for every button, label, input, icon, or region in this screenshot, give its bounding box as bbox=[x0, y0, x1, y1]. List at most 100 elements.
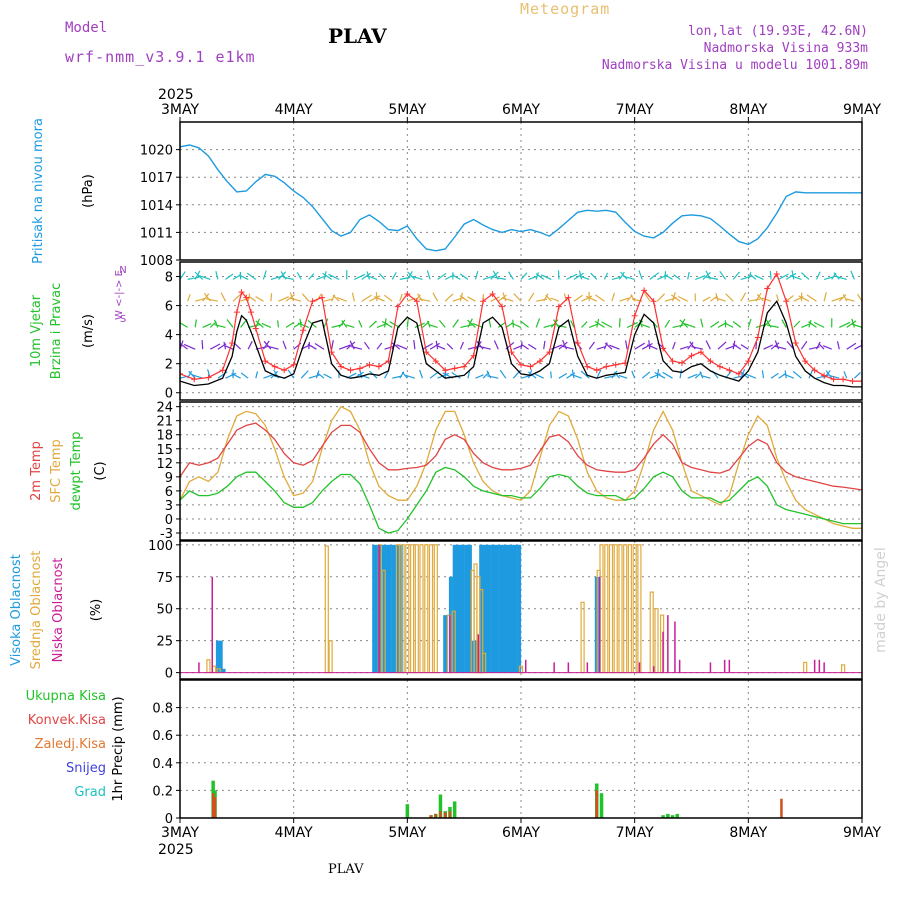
cloud-unit: (%) bbox=[89, 599, 104, 622]
x-tick-label-bottom: 3MAY bbox=[161, 825, 199, 841]
cloud-ylabel-low: Niska Oblacnost bbox=[51, 558, 66, 663]
wind-arrow bbox=[262, 270, 267, 280]
temp-panel-frame bbox=[179, 401, 863, 541]
high-cloud-bar bbox=[218, 640, 223, 673]
wind-arrow bbox=[793, 320, 801, 328]
wind-arrow bbox=[413, 339, 416, 350]
wind-arrow bbox=[191, 374, 203, 379]
precip-panel-frame bbox=[179, 679, 863, 819]
wind-arrow bbox=[270, 293, 273, 302]
wind-arrow bbox=[262, 340, 270, 350]
wind-arrow bbox=[656, 293, 666, 302]
wind-series bbox=[180, 270, 862, 388]
precip-total-bar bbox=[675, 813, 679, 818]
wind-arrow bbox=[467, 319, 476, 328]
model-label: Model bbox=[65, 20, 108, 36]
wind-arrow bbox=[715, 293, 719, 302]
wind-arrow bbox=[183, 343, 196, 350]
cloud-ylabel-high: Visoka Oblacnost bbox=[9, 554, 24, 666]
wind-arrow bbox=[646, 344, 658, 350]
ytick-label: 6 bbox=[165, 485, 173, 500]
wind-arrow bbox=[220, 292, 227, 302]
wind-arrow bbox=[853, 371, 861, 379]
wind-arrow bbox=[571, 369, 575, 379]
wind-arrow bbox=[573, 294, 583, 302]
wind-arrow bbox=[278, 271, 287, 280]
wind-arrow bbox=[535, 272, 539, 280]
pressure-line bbox=[180, 144, 862, 252]
wind-arrow bbox=[622, 275, 635, 280]
wind-arrow bbox=[180, 271, 186, 280]
wind-arrow bbox=[748, 298, 761, 302]
wind-arrow bbox=[620, 271, 628, 280]
precip-total-bar bbox=[661, 815, 665, 818]
wind-arrow bbox=[670, 294, 681, 302]
wind-arrow bbox=[410, 275, 423, 280]
wind-arrow bbox=[418, 298, 431, 302]
gust-marker bbox=[191, 376, 198, 383]
wind-arrow bbox=[452, 274, 461, 280]
wind-ylabel-1: 10m Vjetar bbox=[29, 294, 44, 367]
wind-arrow bbox=[541, 274, 552, 280]
low-cloud-bar bbox=[709, 662, 712, 673]
high-cloud-bar bbox=[452, 544, 457, 673]
low-cloud-bar bbox=[662, 631, 664, 673]
wind-arrow bbox=[246, 272, 257, 280]
wind-arrow bbox=[700, 318, 704, 328]
wind-arrow bbox=[429, 342, 440, 350]
wind-arrow bbox=[180, 322, 188, 328]
gust-marker bbox=[821, 372, 828, 379]
low-cloud-bar bbox=[477, 634, 480, 673]
wind-arrow bbox=[843, 371, 848, 379]
mid-cloud-bar bbox=[580, 601, 585, 674]
wind-arrow bbox=[683, 322, 696, 328]
ytick-label: 1008 bbox=[140, 254, 173, 269]
wind-arrow bbox=[452, 319, 459, 328]
wind-arrow bbox=[507, 271, 514, 280]
wind-arrow bbox=[502, 292, 507, 302]
wind-arrow bbox=[595, 294, 605, 302]
wind-arrow bbox=[829, 375, 840, 379]
wind-arrow bbox=[476, 340, 484, 350]
wind-arrow bbox=[278, 296, 290, 302]
sfc-temp-line bbox=[180, 405, 862, 529]
wind-arrow bbox=[214, 324, 226, 328]
wind-arrow bbox=[791, 270, 795, 280]
gust-marker bbox=[726, 367, 733, 374]
ytick-label: 0 bbox=[165, 513, 173, 528]
pressure-grid bbox=[176, 122, 862, 261]
wind-arrow bbox=[781, 319, 787, 328]
gust-marker bbox=[716, 363, 723, 370]
low-cloud-bar bbox=[823, 662, 825, 673]
wind-arrow bbox=[180, 300, 181, 302]
ytick-label: 0.6 bbox=[152, 729, 173, 744]
mid-cloud-bar bbox=[803, 661, 808, 674]
wind-arrow bbox=[283, 276, 294, 280]
wind-arrow bbox=[839, 321, 851, 328]
wind-arrow bbox=[846, 342, 857, 350]
high-cloud-bar bbox=[490, 544, 495, 673]
wind-arrow bbox=[732, 271, 741, 280]
precip-grid bbox=[176, 680, 862, 819]
wind-arrow bbox=[732, 343, 742, 350]
gust-marker bbox=[735, 370, 742, 377]
wind-arrow bbox=[754, 274, 764, 280]
mid-cloud-bar bbox=[618, 544, 623, 674]
wind-arrow bbox=[740, 344, 749, 350]
wind-arrow bbox=[789, 274, 802, 280]
wind-arrow bbox=[520, 272, 528, 280]
low-cloud-bar bbox=[525, 659, 527, 673]
wind-arrow bbox=[778, 273, 789, 280]
x-tick-label-bottom: 7MAY bbox=[616, 825, 654, 841]
wind-arrow bbox=[282, 340, 287, 350]
mid-cloud-bar bbox=[649, 591, 654, 674]
wind-arrow bbox=[187, 276, 200, 280]
wind-arrow bbox=[641, 371, 651, 379]
wind-arrow bbox=[247, 340, 253, 350]
ytick-label: 1020 bbox=[140, 144, 173, 159]
wind-arrow bbox=[232, 274, 241, 280]
wind-arrow bbox=[619, 297, 630, 302]
wind-arrow bbox=[815, 271, 821, 280]
wind-arrow bbox=[528, 275, 538, 280]
gust-marker bbox=[593, 367, 600, 374]
